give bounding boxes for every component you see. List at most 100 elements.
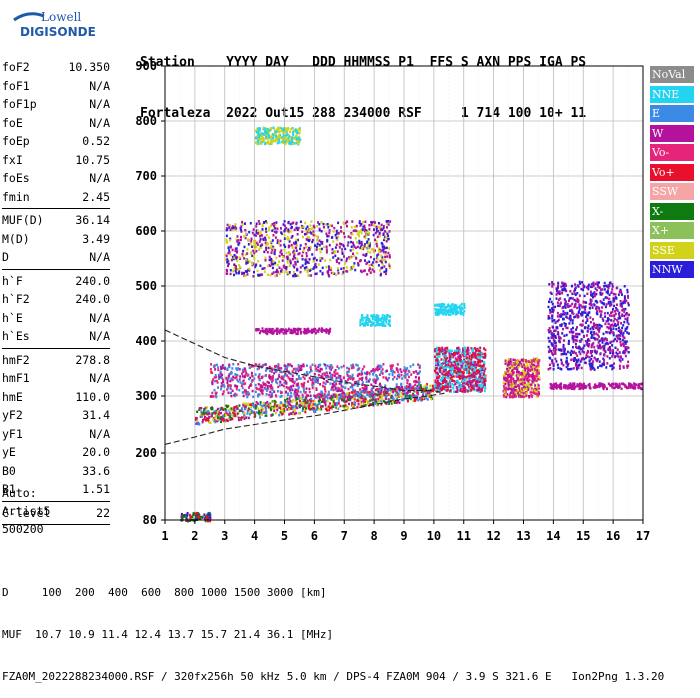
echo-point	[612, 285, 614, 288]
echo-point	[286, 398, 288, 401]
echo-point	[436, 351, 438, 354]
echo-point	[472, 353, 474, 356]
echo-point	[601, 306, 603, 309]
echo-point	[439, 370, 441, 373]
echo-point	[567, 351, 569, 354]
echo-point	[255, 387, 257, 390]
echo-point	[565, 385, 567, 388]
echo-point	[255, 234, 257, 237]
echo-point	[596, 289, 598, 292]
echo-point	[196, 411, 198, 414]
echo-point	[321, 405, 323, 408]
echo-point	[306, 246, 308, 249]
echo-point	[296, 244, 298, 247]
echo-point	[593, 346, 595, 349]
echo-point	[310, 220, 312, 223]
echo-point	[221, 418, 223, 421]
echo-point	[609, 357, 611, 360]
echo-point	[196, 417, 198, 420]
echo-point	[355, 395, 357, 398]
echo-point	[526, 378, 528, 381]
echo-point	[322, 267, 324, 270]
echo-point	[518, 366, 520, 369]
echo-point	[368, 238, 370, 241]
echo-point	[592, 342, 594, 345]
echo-point	[327, 223, 329, 226]
echo-point	[388, 223, 390, 226]
echo-point	[302, 394, 304, 397]
echo-point	[258, 220, 260, 223]
echo-point	[423, 386, 425, 389]
echo-point	[618, 317, 620, 320]
echo-point	[616, 304, 618, 307]
echo-point	[250, 240, 252, 243]
echo-point	[607, 331, 609, 334]
echo-point	[573, 360, 575, 363]
echo-point	[610, 331, 612, 334]
echo-point	[220, 385, 222, 388]
echo-point	[221, 382, 223, 385]
echo-point	[593, 282, 595, 285]
echo-point	[308, 388, 310, 391]
echo-point	[329, 402, 331, 405]
echo-point	[409, 383, 411, 386]
echo-point	[266, 401, 268, 404]
echo-point	[459, 359, 461, 362]
echo-point	[441, 364, 443, 367]
echo-point	[616, 384, 618, 387]
echo-point	[210, 371, 212, 374]
echo-point	[396, 367, 398, 370]
echo-point	[566, 357, 568, 360]
echo-point	[325, 233, 327, 236]
echo-point	[555, 348, 557, 351]
echo-point	[478, 350, 480, 353]
echo-point	[615, 352, 617, 355]
echo-point	[388, 247, 390, 250]
echo-point	[432, 390, 434, 393]
echo-point	[319, 257, 321, 260]
echo-point	[257, 230, 259, 233]
echo-point	[640, 387, 642, 390]
echo-point	[331, 364, 333, 367]
echo-point	[352, 248, 354, 251]
echo-point	[374, 239, 376, 242]
echo-point	[255, 384, 257, 387]
echo-point	[597, 366, 599, 369]
echo-point	[419, 381, 421, 384]
echo-point	[342, 253, 344, 256]
echo-point	[581, 384, 583, 387]
echo-point	[241, 273, 243, 276]
echo-point	[256, 401, 258, 404]
echo-point	[247, 392, 249, 395]
echo-point	[220, 421, 222, 424]
echo-point	[609, 349, 611, 352]
echo-point	[511, 388, 513, 391]
echo-point	[480, 367, 482, 370]
echo-point	[481, 379, 483, 382]
echo-point	[481, 352, 483, 355]
echo-point	[627, 296, 629, 299]
echo-point	[458, 347, 460, 350]
echo-point	[309, 371, 311, 374]
echo-point	[551, 320, 553, 323]
echo-point	[240, 381, 242, 384]
echo-point	[531, 360, 533, 363]
echo-point	[563, 344, 565, 347]
echo-point	[310, 379, 312, 382]
echo-point	[336, 244, 338, 247]
echo-point	[326, 246, 328, 249]
echo-point	[241, 372, 243, 375]
echo-point	[269, 376, 271, 379]
echo-point	[368, 261, 370, 264]
echo-point	[226, 368, 228, 371]
echo-point	[451, 364, 453, 367]
echo-point	[234, 373, 236, 376]
echo-point	[520, 378, 522, 381]
echo-point	[447, 389, 449, 392]
echo-point	[343, 255, 345, 258]
echo-point	[354, 269, 356, 272]
echo-point	[550, 386, 552, 389]
echo-point	[589, 359, 591, 362]
echo-point	[308, 407, 310, 410]
echo-point	[606, 303, 608, 306]
